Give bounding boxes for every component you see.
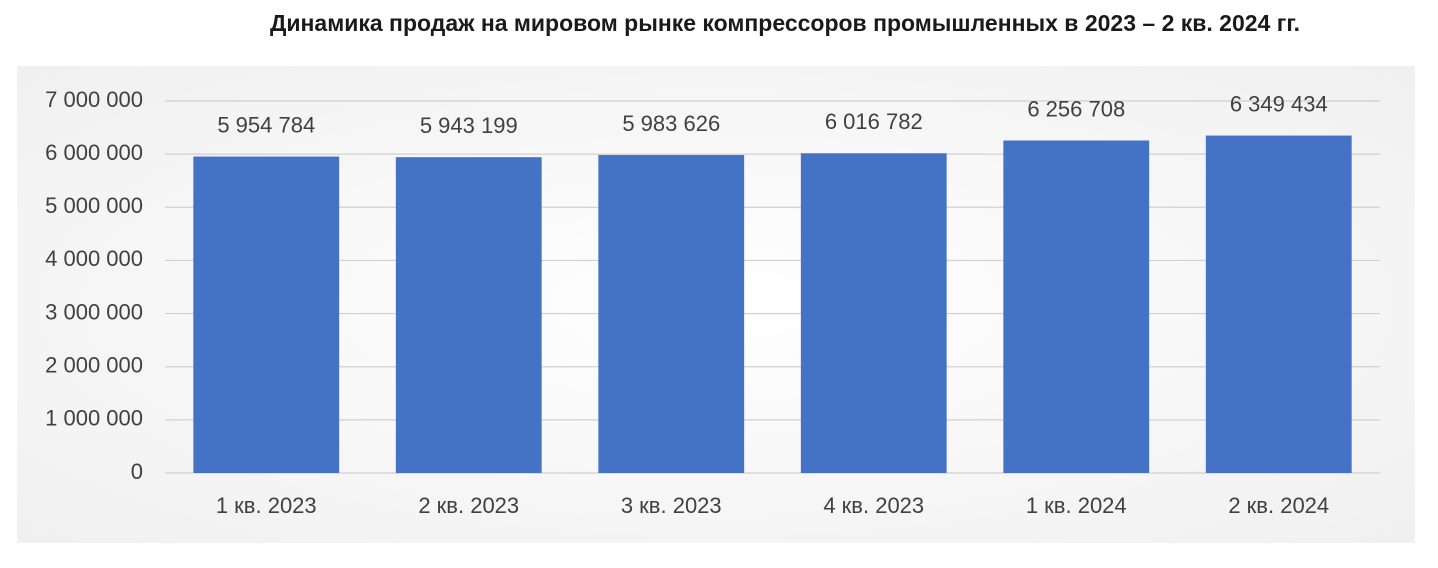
y-tick-label: 3 000 000 [45, 299, 143, 324]
y-tick-label: 2 000 000 [45, 353, 143, 378]
data-label: 5 983 626 [622, 111, 720, 136]
y-tick-label: 0 [131, 459, 143, 484]
bar [598, 155, 745, 474]
x-tick-label: 4 кв. 2023 [823, 493, 924, 518]
x-tick-label: 2 кв. 2024 [1228, 493, 1329, 518]
bar [1003, 140, 1150, 473]
x-tick-label: 3 кв. 2023 [621, 493, 722, 518]
bar [395, 157, 542, 473]
bar [800, 153, 947, 473]
y-tick-label: 5 000 000 [45, 193, 143, 218]
data-label: 5 943 199 [420, 113, 518, 138]
bar [1205, 135, 1352, 473]
y-tick-label: 6 000 000 [45, 140, 143, 165]
data-label: 6 349 434 [1230, 91, 1328, 116]
x-tick-label: 1 кв. 2023 [216, 493, 317, 518]
x-tick-label: 1 кв. 2024 [1026, 493, 1127, 518]
y-tick-label: 7 000 000 [45, 87, 143, 112]
data-label: 6 256 708 [1027, 96, 1125, 121]
data-label: 6 016 782 [825, 109, 923, 134]
chart-title: Динамика продаж на мировом рынке компрес… [270, 10, 1300, 36]
x-tick-label: 2 кв. 2023 [418, 493, 519, 518]
data-label: 5 954 784 [217, 112, 315, 137]
y-tick-label: 4 000 000 [45, 246, 143, 271]
bar [193, 156, 340, 473]
y-tick-label: 1 000 000 [45, 406, 143, 431]
